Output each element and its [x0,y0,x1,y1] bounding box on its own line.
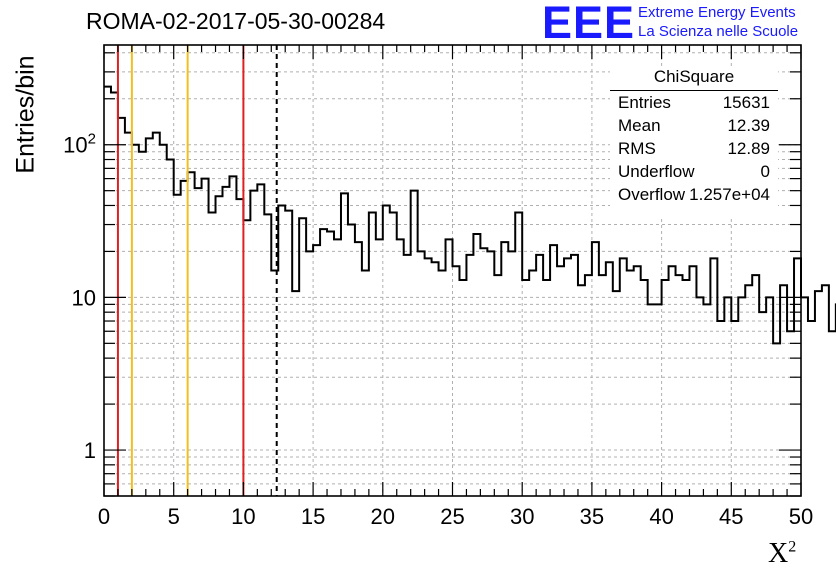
stats-row: Mean 12.39 [618,116,770,138]
stats-row: Entries 15631 [618,93,770,115]
stats-value: 12.39 [727,116,770,135]
logo-line-2: La Scienza nelle Scuole [638,23,799,40]
stats-row: Underflow 0 [618,162,770,184]
x-tick-label: 15 [301,504,325,529]
tick-labels: 0 5 10 15 20 25 30 35 40 45 50 1 10 102 [63,131,813,529]
y-tick-label: 10 [72,285,96,310]
x-tick-label: 35 [580,504,604,529]
logo-line-1: Extreme Energy Events [638,4,796,21]
stats-key: Entries [618,93,671,112]
x-tick-label: 0 [98,504,110,529]
x-tick-label: 5 [168,504,180,529]
x-axis-label-sup: 2 [788,538,797,556]
stats-key: RMS [618,139,656,158]
x-axis-label-base: X [768,538,789,569]
x-tick-label: 45 [719,504,743,529]
histogram-series [104,85,836,345]
stats-value: 0 [760,162,770,181]
stats-divider [610,90,778,91]
x-tick-label: 20 [371,504,395,529]
eee-logo: EEE [542,0,636,48]
stats-row: RMS 12.89 [618,139,770,161]
marker-lines [116,45,278,496]
stats-value: 12.89 [727,139,770,158]
y-axis-label: Entries/bin [11,55,40,174]
x-axis-label: X2 [768,538,796,570]
grid [104,45,801,496]
stats-key: Underflow [618,162,695,181]
stats-value: 15631 [722,93,770,112]
x-tick-label: 50 [789,504,813,529]
x-tick-label: 25 [440,504,464,529]
x-tick-label: 30 [510,504,534,529]
histogram-line [104,85,836,345]
stats-value: 1.257e+04 [689,185,770,204]
stats-key: Mean [618,116,661,135]
y-tick-label: 1 [84,438,96,463]
x-tick-label: 40 [649,504,673,529]
x-tick-label: 10 [231,504,255,529]
stats-box: ChiSquare Entries 15631 Mean 12.39 RMS 1… [610,67,778,217]
stats-title: ChiSquare [653,67,735,86]
stats-row: Overflow 1.257e+04 [618,185,770,207]
stats-key: Overflow [618,185,686,204]
plot-title: ROMA-02-2017-05-30-00284 [86,8,386,34]
axis-ticks [103,45,802,497]
y-tick-label: 102 [63,131,96,158]
